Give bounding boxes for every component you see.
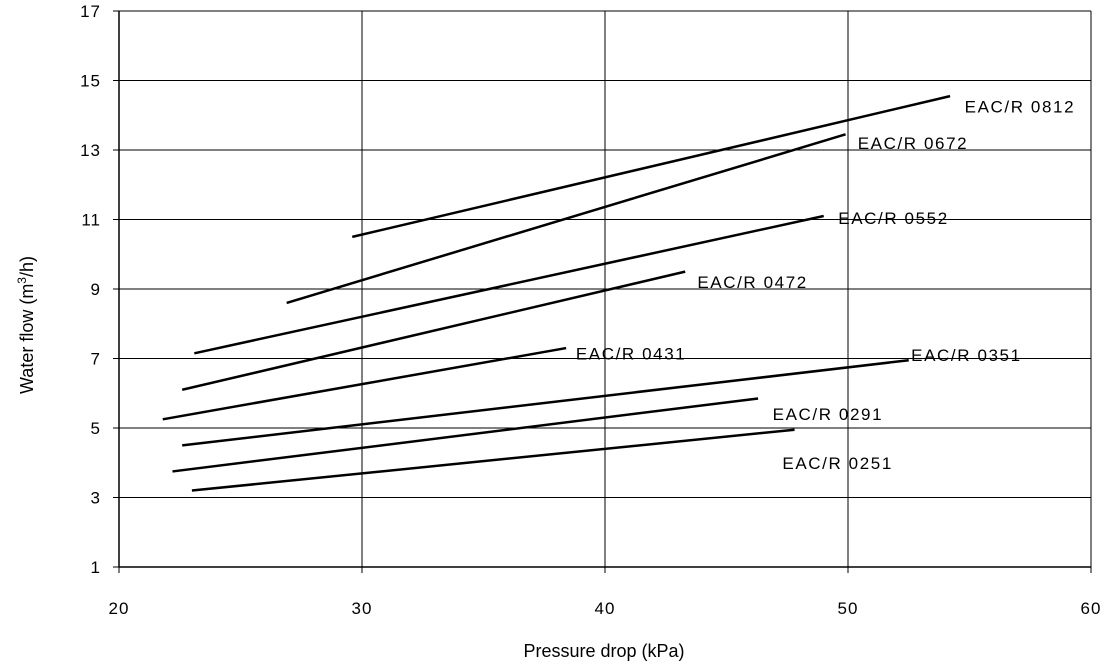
y-axis-title-end: /h) (17, 256, 37, 277)
series-line-eac-r-0351 (182, 358, 909, 447)
series-labels: EAC/R 0812 EAC/R 0672 EAC/R 0552 EAC/R 0472… (576, 98, 1076, 473)
x-tick-label: 60 (1081, 599, 1102, 618)
series-lines (162, 94, 951, 492)
series-label-eac-r-0472: EAC/R 0472 (697, 273, 808, 292)
y-tick-label: 13 (80, 141, 101, 160)
y-tick-label: 17 (80, 2, 101, 21)
x-tick-label: 20 (109, 599, 130, 618)
y-tick-label: 11 (81, 211, 101, 230)
series-label-eac-r-0672: EAC/R 0672 (858, 134, 969, 153)
y-axis-title-sup: 3 (15, 277, 29, 284)
y-tick-label: 7 (91, 350, 101, 369)
series-label-eac-r-0431: EAC/R 0431 (576, 344, 687, 363)
series-line-eac-r-0291 (172, 397, 759, 473)
grid (119, 10, 1092, 567)
x-tick-label: 40 (595, 599, 616, 618)
series-line-eac-r-0472 (181, 270, 686, 391)
series-label-eac-r-0552: EAC/R 0552 (838, 209, 949, 228)
y-tick-label: 1 (91, 558, 101, 577)
y-axis-title-main: Water flow (m (17, 284, 37, 394)
series-line-eac-r-0672 (286, 133, 846, 305)
x-tick-label: 30 (352, 599, 373, 618)
series-line-eac-r-0251 (191, 428, 795, 492)
axes (113, 10, 1092, 573)
series-label-eac-r-0812: EAC/R 0812 (965, 98, 1076, 117)
series-label-eac-r-0291: EAC/R 0291 (773, 405, 884, 424)
x-tick-label: 50 (838, 599, 859, 618)
series-line-eac-r-0812 (351, 94, 951, 239)
series-line-eac-r-0552 (194, 214, 824, 355)
y-tick-label: 9 (91, 280, 101, 299)
series-label-eac-r-0351: EAC/R 0351 (911, 346, 1022, 365)
y-tick-label: 15 (80, 72, 101, 91)
x-axis-title: Pressure drop (kPa) (523, 641, 684, 661)
series-line-eac-r-0431 (162, 346, 567, 421)
y-axis-title: Water flow (m3/h) (15, 256, 37, 394)
y-tick-label: 3 (91, 489, 101, 508)
y-tick-label: 5 (91, 419, 101, 438)
series-label-eac-r-0251: EAC/R 0251 (782, 454, 893, 473)
